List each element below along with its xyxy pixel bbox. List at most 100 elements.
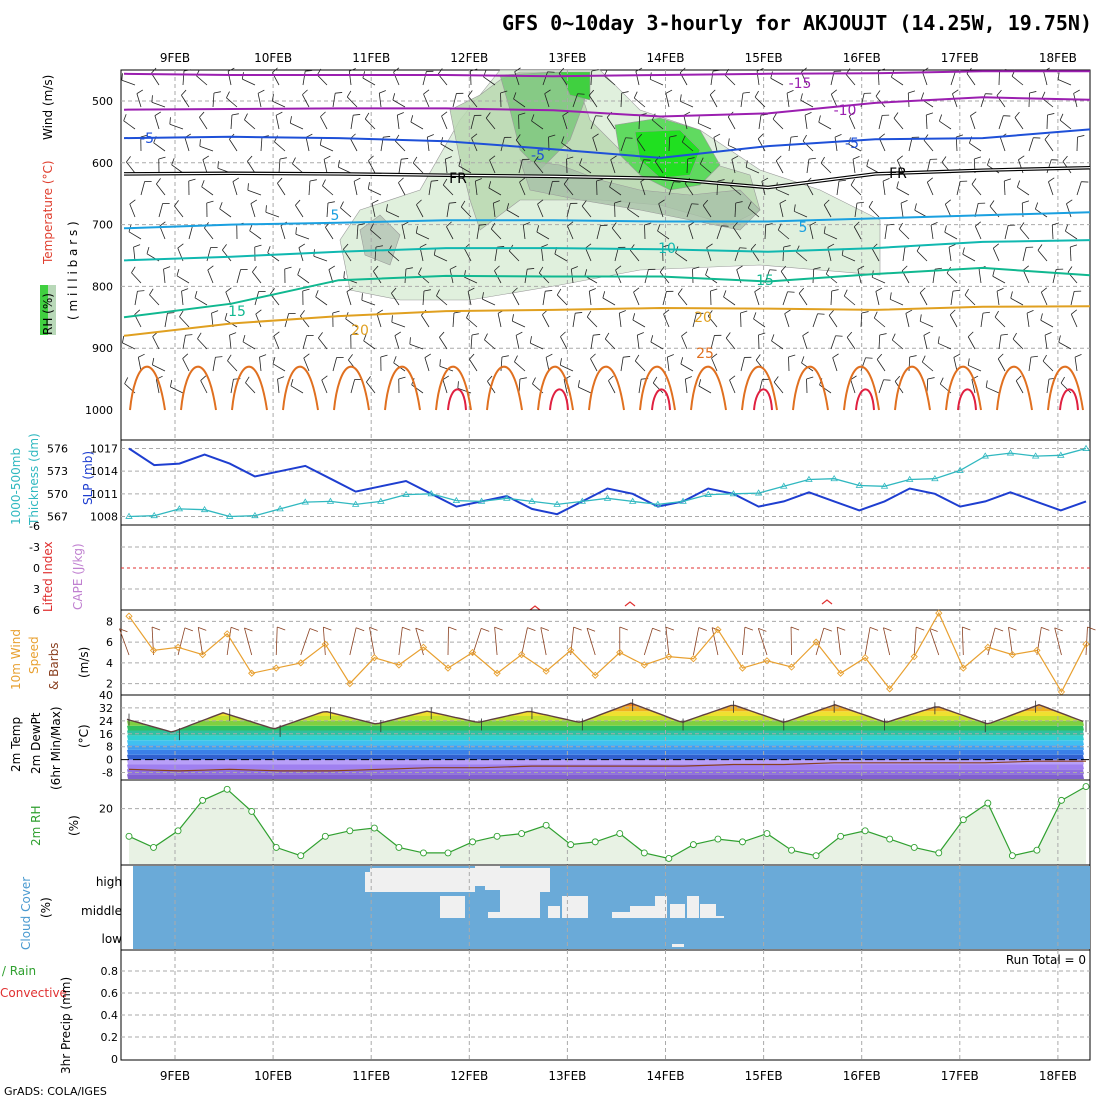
thickness-axis-label-1: 1000-500mb [9,448,23,525]
wind-barb-flag [707,310,713,317]
temp-color-band [127,754,1084,760]
wind-barb [757,138,766,152]
wind-barb-flag [723,290,727,298]
wind-barb-flag [753,312,757,320]
rh2m-marker [739,838,746,846]
wind-barb [824,232,838,240]
wind-barb-flag [323,155,331,160]
wind-barb [374,247,377,262]
wind-barb [1014,117,1024,130]
wind-barb-flag [500,90,508,94]
wind-barb [686,203,692,218]
wind-barb-flag [273,331,280,337]
wind-barb [418,273,430,284]
wind-barb-flag [138,353,145,358]
wind-barb-flag [679,67,686,74]
wind10-marker [395,661,403,669]
wind-barb-flag [340,201,344,208]
wind10-marker [984,643,992,651]
wind-barb-flag [1065,224,1069,232]
wind-barb-flag [731,155,739,160]
wind-barb [188,225,194,240]
wind-barb-flag [771,334,775,342]
lifted-index-mark [529,605,541,611]
wind10-barb [643,628,653,656]
isotherm-label: -5 [531,148,545,164]
wind-barb [680,363,694,372]
wind-barb [832,357,838,372]
wind-barb [590,115,596,130]
temp2m-lines [126,699,1087,772]
isotherm-25-arc [843,365,880,411]
wind-barb-flag [506,203,510,211]
wind-barb [361,299,376,306]
wind-barb-flag [265,205,267,213]
wind-barb-flag [861,311,869,314]
wind10-marker [444,664,452,672]
wind-barb [512,320,526,328]
wind-barb-flag [201,180,205,187]
wind-barb-flag [375,245,383,248]
wind-barb-flag [515,331,523,336]
wind-barb-flag [697,116,700,124]
isotherm-25-arc [435,365,472,411]
wind-barb-flag [729,375,736,381]
wind-barb-flag [366,376,371,383]
wind-barb-flag [423,89,430,95]
wind10-barb-flag [119,628,128,633]
wind-barb-flag [756,68,764,72]
wind-barb [740,93,744,108]
wind-barb [464,248,472,262]
wind-barb-flag [259,354,267,358]
wind-barb-flag [698,379,702,387]
wind-barb-flag [170,379,173,387]
thickness-marker [931,474,939,482]
wind-barb [966,73,976,86]
isotherm-label: 5 [331,208,340,224]
temp2m-label-2: 2m DewPt [29,712,43,774]
bottom-date-axis: 9FEB 10FEB 11FEB 12FEB 13FEB 14FEB 15FEB 16FEB 1… [160,1069,1077,1083]
wind-barb [398,182,406,196]
wind10-barb-flag [309,628,319,632]
wind-barb [723,296,736,306]
wind-barb [409,343,424,350]
wind-barb-flag [770,71,773,79]
thickness-marker [855,481,864,488]
wind-barb-flag [319,138,322,146]
wind-barb [923,335,928,350]
wind-barb [410,121,424,130]
wind-barb-flag [567,221,574,227]
wind-barb-flag [571,266,578,270]
wind-barb [476,225,480,240]
cloud-block [440,896,465,918]
wind-barb-flag [909,355,917,358]
wind-barb [650,78,664,86]
wind-barb-flag [740,310,748,314]
wind10-marker [689,655,698,663]
wind-barb-flag [497,246,505,248]
wind-barb [1017,186,1030,196]
wind-barb-flag [732,221,739,228]
wind-barb [638,159,644,174]
wind-barb [483,76,496,86]
rh2m-marker [714,835,722,843]
wind-barb [684,379,688,394]
wind-barb [698,122,712,130]
wind-barb-flag [706,243,713,249]
isotherm-label: 15 [756,273,774,289]
wind10-barb-flag [665,626,675,631]
y-tick-label: 2 [106,678,113,691]
y-tick-label: 576 [47,443,68,456]
wind10-barb-flag [962,626,971,631]
rh2m-marker [567,841,575,849]
wind-barb [663,313,670,328]
wind-barb [1070,291,1075,306]
wind-barb [826,273,838,284]
wind-barb [226,97,238,108]
wind-barb [775,160,784,174]
wind-barb-flag [996,288,1004,292]
wind10-barb [197,627,204,656]
wind-barb [197,338,208,350]
wind-barb [426,137,430,152]
wind-barb [681,335,688,350]
